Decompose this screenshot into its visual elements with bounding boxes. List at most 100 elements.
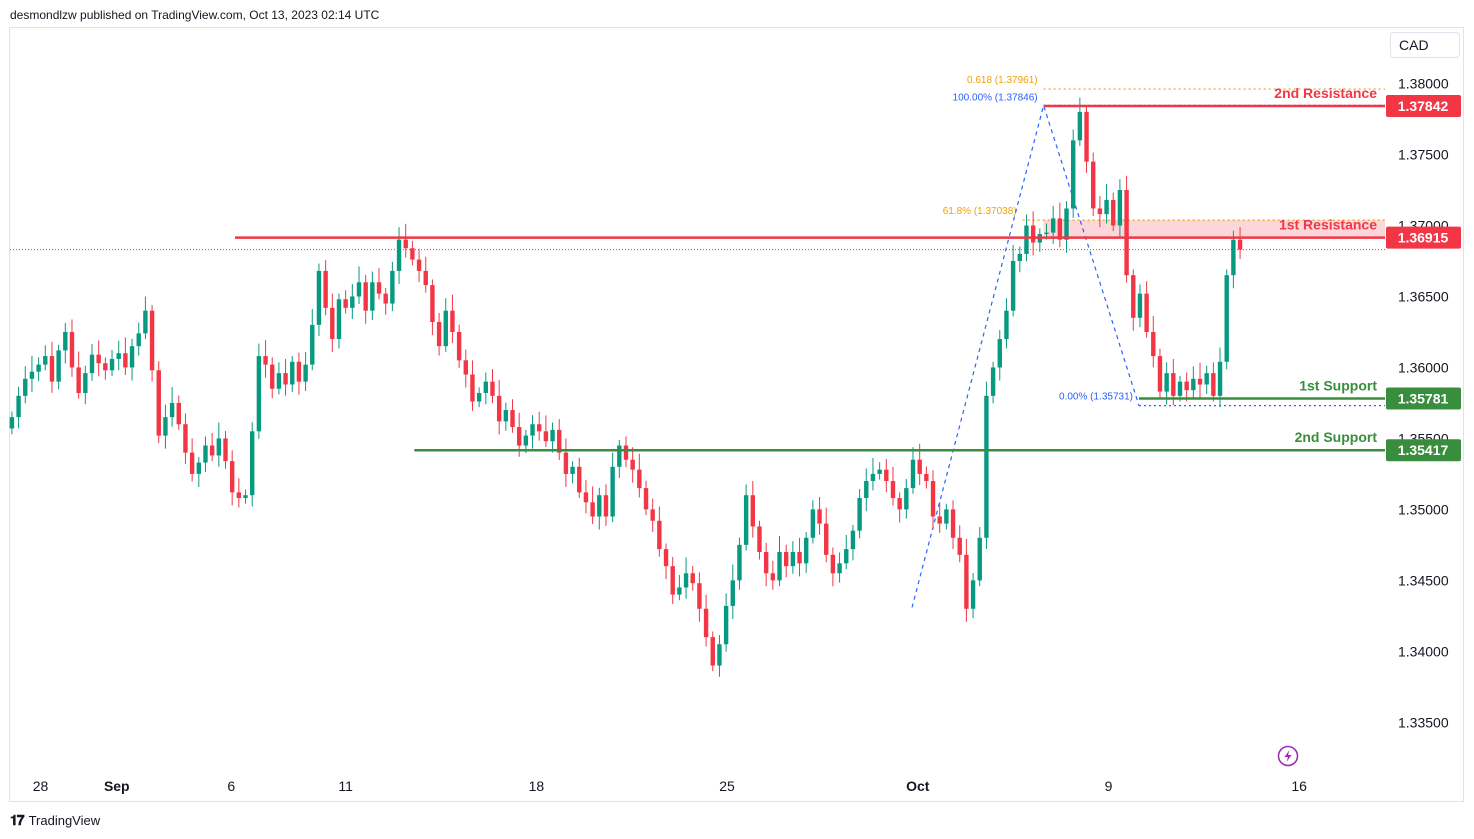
candle-body xyxy=(496,395,502,422)
candle-body xyxy=(757,526,762,552)
candle-body xyxy=(283,373,288,385)
candle-body xyxy=(310,324,315,365)
candle-body xyxy=(1104,199,1109,215)
fib-swing-line xyxy=(911,103,1140,608)
candle-body xyxy=(370,282,375,311)
candle-body xyxy=(490,381,495,396)
candle-body xyxy=(83,373,88,393)
candle-body xyxy=(16,395,21,418)
candle-body xyxy=(376,282,382,294)
candle-body xyxy=(1111,199,1116,226)
candle-body xyxy=(1217,361,1223,396)
candle-body xyxy=(209,445,215,456)
candle-body xyxy=(1157,356,1163,392)
candle-body xyxy=(350,296,355,308)
candle-body xyxy=(543,431,549,442)
candle-body xyxy=(1124,190,1129,276)
candle-body xyxy=(256,356,262,432)
candle-body xyxy=(476,392,482,402)
candle-body xyxy=(229,461,235,493)
candle-body xyxy=(603,495,609,517)
candle-body xyxy=(1164,373,1169,392)
candle-body xyxy=(837,563,842,574)
candle-body xyxy=(23,378,28,396)
candle-body xyxy=(657,520,662,550)
candle-body xyxy=(436,322,442,347)
candle-body xyxy=(1137,293,1143,318)
candle-body xyxy=(129,346,135,368)
bolt-icon[interactable] xyxy=(1277,745,1299,767)
candle-body xyxy=(1231,239,1236,276)
candle-body xyxy=(430,285,435,323)
currency-selector[interactable]: CAD xyxy=(1390,32,1460,58)
candle-body xyxy=(683,573,689,588)
candle-body xyxy=(163,417,168,436)
candle-body xyxy=(890,481,896,499)
candle-body xyxy=(216,438,222,456)
candle-body xyxy=(897,498,902,510)
candle-body xyxy=(730,580,735,606)
candle-body xyxy=(149,310,155,371)
candle-body xyxy=(964,554,969,609)
y-tick-label: 1.34500 xyxy=(1398,572,1449,588)
candle-body xyxy=(223,438,228,462)
candle-body xyxy=(456,331,462,361)
candle-body xyxy=(750,495,756,527)
candle-body xyxy=(89,354,95,374)
candle-body xyxy=(777,551,782,581)
candle-body xyxy=(336,299,342,340)
candle-body xyxy=(470,374,475,402)
candle-body xyxy=(510,410,515,428)
footer-brand[interactable]: 𝟏𝟕 TradingView xyxy=(10,812,100,829)
fib-label: 0.00% (1.35731) xyxy=(1059,392,1133,403)
candle-body xyxy=(1171,373,1176,396)
y-tick-label: 1.36500 xyxy=(1398,288,1449,304)
candle-body xyxy=(717,644,722,666)
candle-body xyxy=(737,544,742,581)
candle-body xyxy=(416,259,422,271)
candle-body xyxy=(663,549,669,567)
x-tick-label: Sep xyxy=(104,778,130,794)
candle-body xyxy=(1004,310,1009,340)
candle-body xyxy=(864,481,869,499)
candle-body xyxy=(870,473,876,482)
candle-body xyxy=(1010,260,1016,311)
candle-body xyxy=(590,502,595,517)
candle-body xyxy=(36,364,41,372)
candle-body xyxy=(824,523,829,555)
candle-body xyxy=(63,331,68,351)
level-price-tag xyxy=(1386,387,1461,410)
candle-body xyxy=(970,580,976,609)
candle-body xyxy=(977,537,982,581)
candle-body xyxy=(537,424,542,432)
candle-body xyxy=(243,495,248,499)
candle-body xyxy=(1084,111,1089,162)
candle-body xyxy=(770,573,776,581)
y-tick-label: 1.36000 xyxy=(1398,359,1449,375)
candle-body xyxy=(597,495,602,517)
candle-body xyxy=(570,466,575,474)
fib-label: 61.8% (1.37038) xyxy=(943,206,1017,217)
level-label: 2nd Support xyxy=(1295,429,1378,445)
footer-brand-label: TradingView xyxy=(28,813,101,828)
candle-body xyxy=(323,270,328,308)
x-tick-label: 16 xyxy=(1291,778,1307,794)
level-price-tag xyxy=(1386,94,1461,117)
candle-body xyxy=(1030,225,1036,243)
candle-body xyxy=(390,270,395,304)
level-label: 1st Support xyxy=(1299,378,1377,394)
candle-body xyxy=(763,551,769,574)
candle-body xyxy=(1017,253,1022,261)
level-price-tag xyxy=(1386,226,1461,249)
candle-body xyxy=(857,498,862,531)
candle-body xyxy=(196,462,202,474)
candle-body xyxy=(557,429,562,453)
candle-body xyxy=(276,373,282,389)
candle-body xyxy=(69,331,75,368)
candle-body xyxy=(723,605,729,645)
candle-body xyxy=(904,488,909,510)
candle-body xyxy=(236,492,242,499)
candle-body xyxy=(203,445,208,463)
fib-label: 100.00% (1.37846) xyxy=(953,92,1038,103)
